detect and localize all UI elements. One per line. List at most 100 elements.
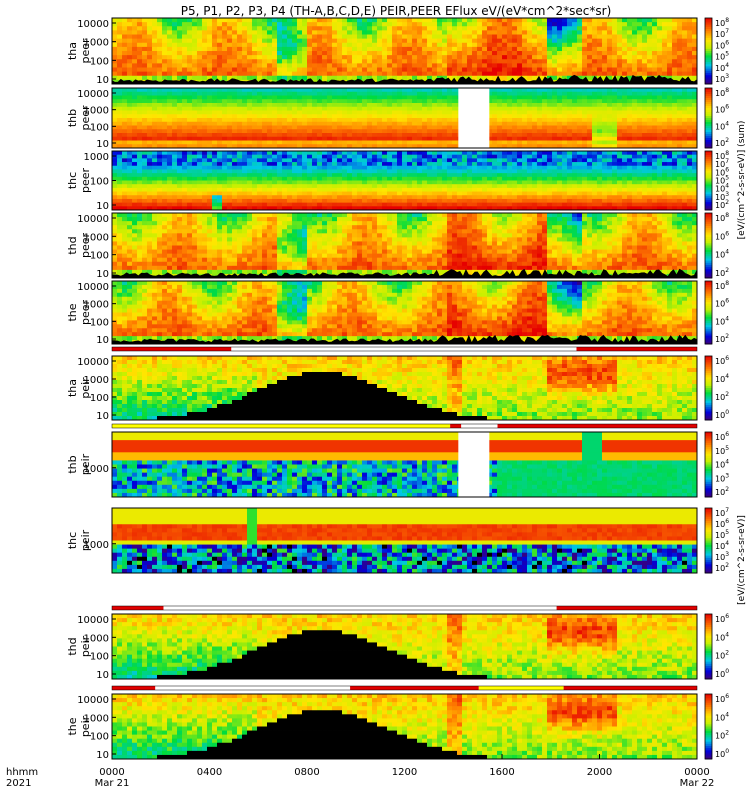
heatmap-cell xyxy=(512,43,517,48)
heatmap-cell xyxy=(647,18,652,23)
heatmap-cell xyxy=(197,195,202,199)
heatmap-cell xyxy=(277,203,282,207)
heatmap-cell xyxy=(337,111,342,115)
heatmap-cell xyxy=(317,99,322,103)
heatmap-cell xyxy=(357,68,362,73)
heatmap-cell xyxy=(442,133,447,137)
heatmap-cell xyxy=(387,30,392,35)
heatmap-cell xyxy=(267,76,272,81)
heatmap-cell xyxy=(517,96,522,100)
heatmap-cell xyxy=(262,137,267,141)
heatmap-cell xyxy=(387,151,392,155)
heatmap-cell xyxy=(332,126,337,130)
heatmap-cell xyxy=(247,111,252,115)
heatmap-cell xyxy=(117,18,122,23)
heatmap-cell xyxy=(347,63,352,68)
heatmap-cell xyxy=(392,59,397,64)
heatmap-cell xyxy=(562,22,567,27)
heatmap-cell xyxy=(537,92,542,96)
heatmap-cell xyxy=(387,47,392,52)
heatmap-cell xyxy=(357,122,362,126)
heatmap-cell xyxy=(197,92,202,96)
heatmap-cell xyxy=(562,72,567,77)
heatmap-cell xyxy=(122,55,127,60)
heatmap-cell xyxy=(452,43,457,48)
heatmap-cell xyxy=(302,162,307,166)
heatmap-cell xyxy=(402,51,407,56)
heatmap-cell xyxy=(277,99,282,103)
heatmap-cell xyxy=(667,55,672,60)
heatmap-cell xyxy=(267,192,272,196)
heatmap-cell xyxy=(277,103,282,107)
heatmap-cell xyxy=(162,199,167,203)
heatmap-cell xyxy=(477,47,482,52)
heatmap-cell xyxy=(602,96,607,100)
heatmap-cell xyxy=(157,103,162,107)
heatmap-cell xyxy=(227,184,232,188)
heatmap-cell xyxy=(382,158,387,162)
heatmap-cell xyxy=(177,151,182,155)
heatmap-cell xyxy=(277,184,282,188)
heatmap-cell xyxy=(267,177,272,181)
heatmap-cell xyxy=(217,88,222,92)
heatmap-cell xyxy=(572,92,577,96)
heatmap-cell xyxy=(437,26,442,31)
heatmap-cell xyxy=(497,59,502,64)
heatmap-cell xyxy=(382,141,387,145)
heatmap-cell xyxy=(212,162,217,166)
heatmap-cell xyxy=(652,59,657,64)
heatmap-cell xyxy=(407,68,412,73)
heatmap-cell xyxy=(547,92,552,96)
heatmap-cell xyxy=(122,26,127,31)
heatmap-cell xyxy=(132,162,137,166)
heatmap-cell xyxy=(547,59,552,64)
heatmap-cell xyxy=(352,18,357,23)
heatmap-cell xyxy=(357,51,362,56)
heatmap-cell xyxy=(437,126,442,130)
heatmap-cell xyxy=(352,181,357,185)
heatmap-cell xyxy=(537,35,542,40)
heatmap-cell xyxy=(542,51,547,56)
heatmap-cell xyxy=(317,26,322,31)
heatmap-cell xyxy=(222,59,227,64)
heatmap-cell xyxy=(422,188,427,192)
heatmap-cell xyxy=(137,99,142,103)
heatmap-cell xyxy=(392,92,397,96)
heatmap-cell xyxy=(452,51,457,56)
heatmap-cell xyxy=(237,203,242,207)
heatmap-cell xyxy=(292,184,297,188)
heatmap-cell xyxy=(142,129,147,133)
heatmap-cell xyxy=(617,126,622,130)
heatmap-cell xyxy=(152,155,157,159)
heatmap-cell xyxy=(462,30,467,35)
heatmap-cell xyxy=(282,203,287,207)
heatmap-cell xyxy=(117,68,122,73)
heatmap-cell xyxy=(197,107,202,111)
heatmap-cell xyxy=(617,39,622,44)
heatmap-cell xyxy=(577,133,582,137)
heatmap-cell xyxy=(172,133,177,137)
heatmap-cell xyxy=(117,169,122,173)
heatmap-cell xyxy=(312,88,317,92)
heatmap-cell xyxy=(327,55,332,60)
heatmap-cell xyxy=(467,18,472,23)
heatmap-cell xyxy=(237,129,242,133)
heatmap-cell xyxy=(312,96,317,100)
heatmap-cell xyxy=(602,18,607,23)
heatmap-cell xyxy=(397,99,402,103)
heatmap-cell xyxy=(147,199,152,203)
heatmap-cell xyxy=(507,92,512,96)
heatmap-cell xyxy=(277,199,282,203)
heatmap-cell xyxy=(147,72,152,77)
heatmap-cell xyxy=(227,203,232,207)
heatmap-cell xyxy=(117,199,122,203)
heatmap-cell xyxy=(432,107,437,111)
heatmap-cell xyxy=(567,72,572,77)
heatmap-cell xyxy=(277,181,282,185)
heatmap-cell xyxy=(117,158,122,162)
heatmap-cell xyxy=(357,169,362,173)
heatmap-cell xyxy=(402,59,407,64)
heatmap-cell xyxy=(142,137,147,141)
heatmap-cell xyxy=(407,166,412,170)
heatmap-cell xyxy=(512,39,517,44)
